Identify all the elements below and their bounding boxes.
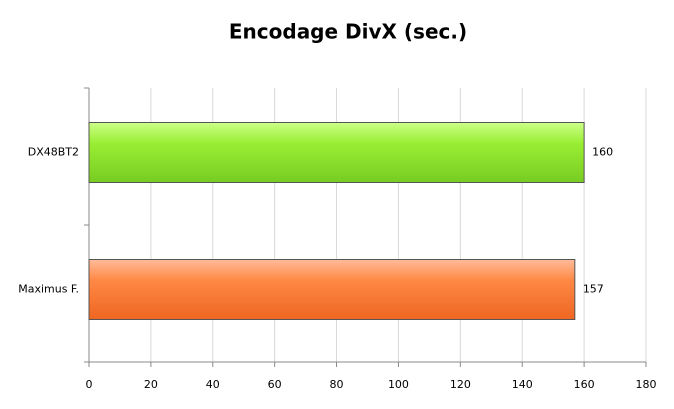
bar bbox=[88, 122, 585, 183]
x-tick-label: 180 bbox=[636, 378, 657, 391]
x-tick-label: 160 bbox=[574, 378, 595, 391]
x-tick-label: 80 bbox=[330, 378, 344, 391]
x-tick-label: 0 bbox=[86, 378, 93, 391]
bar bbox=[88, 259, 576, 320]
y-tick-label: Maximus F. bbox=[18, 283, 79, 296]
x-tick-label: 60 bbox=[268, 378, 282, 391]
y-tick-label: DX48BT2 bbox=[28, 146, 79, 159]
x-tick-label: 40 bbox=[206, 378, 220, 391]
data-label: 160 bbox=[592, 146, 613, 159]
chart-title: Encodage DivX (sec.) bbox=[229, 20, 467, 44]
data-label: 157 bbox=[583, 283, 604, 296]
x-tick-label: 120 bbox=[450, 378, 471, 391]
x-tick-label: 100 bbox=[388, 378, 409, 391]
x-tick-label: 20 bbox=[144, 378, 158, 391]
x-tick-label: 140 bbox=[512, 378, 533, 391]
